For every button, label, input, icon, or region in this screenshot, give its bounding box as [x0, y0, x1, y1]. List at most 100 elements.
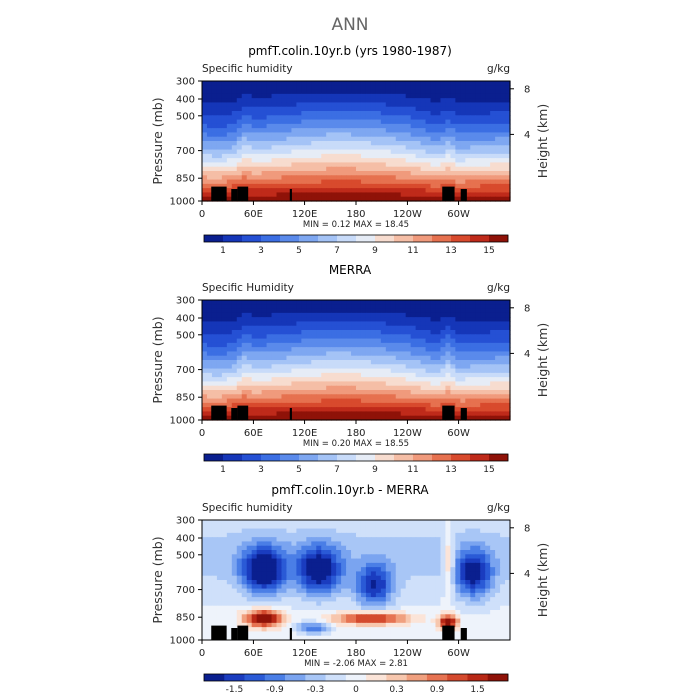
field-cell [370, 550, 377, 555]
field-cell [505, 115, 511, 121]
field-cell [385, 153, 392, 159]
field-cell [495, 605, 501, 611]
chart-panel-1: pmfT.colin.10yr.b (yrs 1980-1987)Specifi… [150, 44, 550, 256]
field-cell [296, 106, 302, 112]
field-cell [256, 347, 263, 353]
field-cell [276, 158, 283, 164]
field-cell [500, 115, 506, 121]
field-cell [316, 93, 322, 99]
field-cell [271, 411, 278, 417]
field-cell [465, 390, 471, 395]
field-cell [415, 398, 422, 404]
field-cell [485, 580, 491, 585]
field-cell [206, 368, 213, 374]
field-cell [385, 123, 392, 129]
field-cell [221, 308, 228, 314]
field-cell [435, 330, 442, 335]
field-cell [495, 407, 501, 413]
field-cell [331, 580, 337, 585]
field-cell [490, 580, 496, 585]
field-cell [316, 558, 322, 564]
field-cell [221, 351, 228, 357]
field-cell [346, 528, 352, 534]
field-cell [216, 317, 223, 323]
field-cell [246, 153, 253, 159]
field-cell [400, 385, 407, 391]
field-cell [505, 610, 511, 615]
field-cell [346, 550, 352, 555]
field-cell [296, 175, 302, 181]
field-cell [440, 106, 447, 112]
field-cell [505, 411, 511, 417]
x-tick-label: 60E [244, 428, 263, 439]
field-cell [430, 183, 437, 189]
field-cell [276, 520, 283, 525]
field-cell [331, 128, 337, 134]
field-cell [420, 402, 427, 408]
field-cell [360, 136, 367, 142]
field-cell [465, 141, 471, 146]
field-cell [430, 342, 437, 348]
field-cell [445, 102, 451, 108]
field-cell [331, 601, 337, 607]
field-cell [415, 580, 422, 585]
field-cell [216, 149, 223, 155]
field-cell [311, 166, 317, 172]
field-cell [266, 128, 273, 134]
colorbar-swatch [375, 454, 395, 461]
field-cell [261, 385, 268, 391]
field-cell [221, 524, 228, 530]
field-cell [360, 330, 367, 335]
field-cell [281, 524, 288, 530]
field-cell [346, 575, 352, 581]
field-cell [385, 128, 392, 134]
field-cell [415, 119, 422, 125]
field-cell [226, 321, 233, 327]
field-cell [460, 308, 466, 314]
field-cell [435, 304, 442, 310]
field-cell [306, 575, 312, 581]
field-cell [420, 141, 427, 146]
field-cell [221, 153, 228, 159]
field-cell [460, 545, 466, 551]
colorbar-label: 15 [483, 465, 494, 475]
field-cell [385, 145, 392, 151]
field-cell [500, 89, 506, 95]
field-cell [450, 304, 456, 310]
field-cell [465, 347, 471, 353]
field-cell [480, 158, 486, 164]
field-cell [435, 562, 442, 568]
field-cell [455, 545, 461, 551]
field-cell [246, 562, 253, 568]
field-cell [321, 558, 327, 564]
field-cell [400, 364, 407, 370]
field-cell [470, 81, 476, 86]
field-cell [450, 402, 456, 408]
field-cell [365, 171, 372, 176]
field-cell [336, 123, 342, 129]
field-cell [311, 562, 317, 568]
field-cell [236, 85, 243, 91]
field-cell [415, 524, 422, 530]
field-cell [321, 141, 327, 146]
field-cell [490, 85, 496, 91]
field-cell [425, 304, 432, 310]
field-cell [400, 111, 407, 116]
field-cell [286, 360, 293, 365]
field-cell [261, 601, 268, 607]
field-cell [490, 377, 496, 383]
field-cell [261, 554, 268, 560]
field-cell [236, 524, 243, 530]
field-cell [271, 614, 278, 620]
field-cell [390, 136, 397, 142]
field-cell [341, 145, 347, 151]
field-cell [370, 304, 377, 310]
field-cell [370, 545, 377, 551]
field-cell [211, 325, 218, 331]
field-cell [306, 171, 312, 176]
field-cell [395, 605, 402, 611]
field-cell [490, 119, 496, 125]
field-cell [485, 347, 491, 353]
field-cell [495, 304, 501, 310]
field-cell [246, 145, 253, 151]
